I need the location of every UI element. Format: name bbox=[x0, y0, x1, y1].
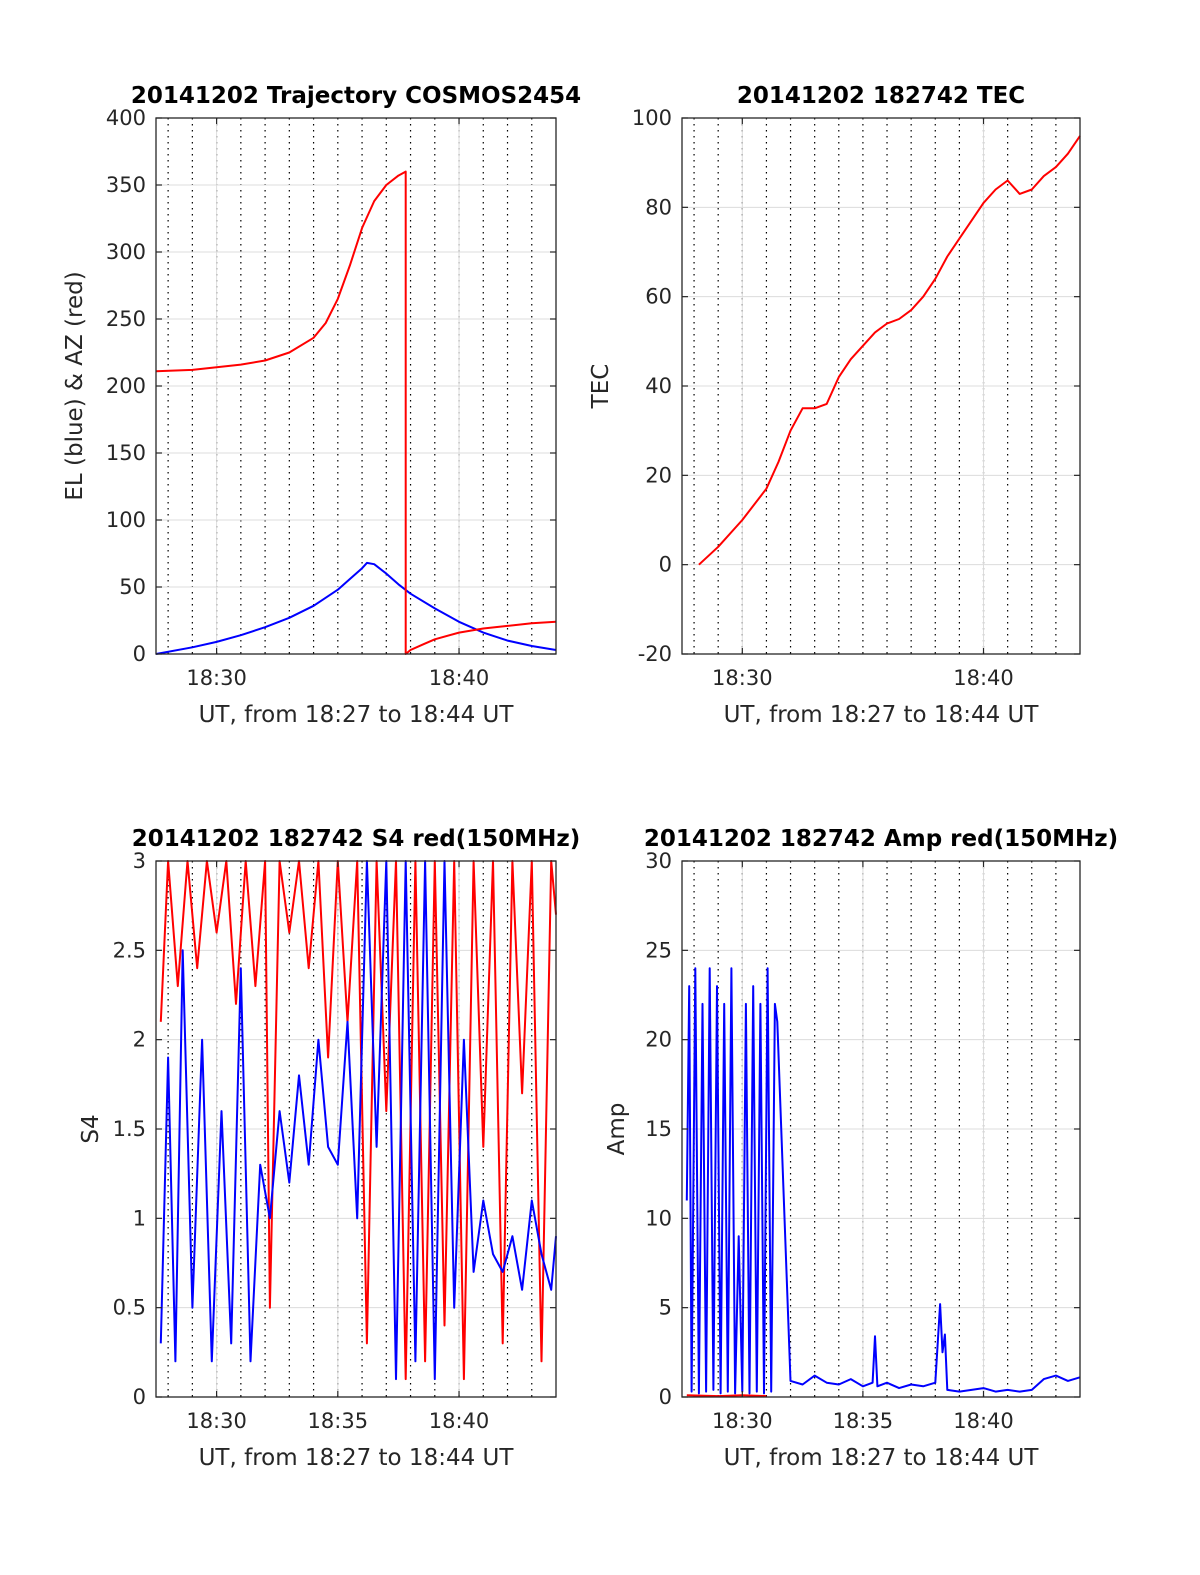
y-tick-label: 2 bbox=[133, 1028, 146, 1052]
tec-series bbox=[698, 135, 1081, 566]
y-tick-label: 3 bbox=[133, 849, 146, 873]
trajectory-panel: 0 50 100 150 200 250 300 350 400 18:30 18:40 20141… bbox=[62, 83, 581, 728]
s4-ticks: 0 0.5 1 1.5 2 2.5 3 18:30 18:35 18:40 bbox=[113, 849, 556, 1433]
x-tick-label: 18:35 bbox=[308, 1409, 369, 1433]
s4-xlabel: UT, from 18:27 to 18:44 UT bbox=[199, 1445, 515, 1471]
y-tick-label: 20 bbox=[645, 1028, 672, 1052]
x-tick-label: 18:30 bbox=[712, 1409, 773, 1433]
y-tick-label: 60 bbox=[645, 285, 672, 309]
amp-ticks: 0 5 10 15 20 25 30 18:30 18:35 18:40 bbox=[645, 849, 1080, 1433]
y-tick-label: 15 bbox=[645, 1117, 672, 1141]
y-tick-label: 350 bbox=[106, 173, 146, 197]
y-tick-label: 0 bbox=[659, 1385, 672, 1409]
tec-xlabel: UT, from 18:27 to 18:44 UT bbox=[724, 702, 1040, 728]
trajectory-title: 20141202 Trajectory COSMOS2454 bbox=[131, 83, 581, 109]
y-tick-label: 80 bbox=[645, 195, 672, 219]
trajectory-series bbox=[155, 170, 557, 655]
tec-ticks: -20 0 20 40 60 80 100 18:30 18:40 bbox=[632, 106, 1080, 690]
x-tick-label: 18:35 bbox=[833, 1409, 894, 1433]
y-tick-label: 0 bbox=[659, 553, 672, 577]
y-tick-label: 1 bbox=[133, 1206, 146, 1230]
y-tick-label: 400 bbox=[106, 106, 146, 130]
trajectory-ylabel: EL (blue) & AZ (red) bbox=[62, 271, 88, 500]
s4-title: 20141202 182742 S4 red(150MHz) bbox=[132, 826, 581, 852]
s4-ylabel: S4 bbox=[78, 1114, 104, 1143]
amp-title: 20141202 182742 Amp red(150MHz) bbox=[644, 826, 1118, 852]
tec-title: 20141202 182742 TEC bbox=[737, 83, 1025, 109]
x-tick-label: 18:30 bbox=[186, 1409, 247, 1433]
trajectory-xlabel: UT, from 18:27 to 18:44 UT bbox=[199, 702, 515, 728]
y-tick-label: 100 bbox=[106, 508, 146, 532]
x-tick-label: 18:40 bbox=[429, 1409, 490, 1433]
amp-xlabel: UT, from 18:27 to 18:44 UT bbox=[724, 1445, 1040, 1471]
amp-ylabel: Amp bbox=[604, 1103, 630, 1156]
amp-series bbox=[685, 967, 1081, 1398]
y-tick-label: 150 bbox=[106, 441, 146, 465]
y-tick-label: 0 bbox=[133, 1385, 146, 1409]
tec-ylabel: TEC bbox=[588, 364, 614, 410]
amp-panel: 0 5 10 15 20 25 30 18:30 18:35 18:40 20141202 182… bbox=[604, 826, 1118, 1471]
y-tick-label: 2.5 bbox=[113, 938, 146, 962]
y-tick-label: 0.5 bbox=[113, 1296, 146, 1320]
y-tick-label: 5 bbox=[659, 1296, 672, 1320]
x-tick-label: 18:40 bbox=[429, 666, 490, 690]
tec-panel: -20 0 20 40 60 80 100 18:30 18:40 20141202 18274… bbox=[588, 83, 1081, 728]
x-tick-label: 18:30 bbox=[712, 666, 773, 690]
y-tick-label: 40 bbox=[645, 374, 672, 398]
y-tick-label: 1.5 bbox=[113, 1117, 146, 1141]
y-tick-label: 250 bbox=[106, 307, 146, 331]
y-tick-label: 200 bbox=[106, 374, 146, 398]
y-tick-label: 50 bbox=[119, 575, 146, 599]
y-tick-label: 100 bbox=[632, 106, 672, 130]
y-tick-label: 20 bbox=[645, 463, 672, 487]
series-line-amp-red bbox=[686, 1394, 767, 1398]
x-tick-label: 18:40 bbox=[953, 666, 1014, 690]
series-line-s4-blue bbox=[159, 860, 557, 1381]
series-line-amp-blue bbox=[685, 967, 1081, 1395]
trajectory-ticks: 0 50 100 150 200 250 300 350 400 18:30 18:40 bbox=[106, 106, 556, 690]
y-tick-label: 30 bbox=[645, 849, 672, 873]
series-line-tec bbox=[698, 135, 1081, 566]
series-line-az bbox=[155, 170, 557, 655]
y-tick-label: 10 bbox=[645, 1206, 672, 1230]
y-tick-label: 25 bbox=[645, 938, 672, 962]
y-tick-label: 300 bbox=[106, 240, 146, 264]
s4-panel: 0 0.5 1 1.5 2 2.5 3 18:30 18:35 18:40 20141202 18… bbox=[78, 826, 580, 1471]
x-tick-label: 18:30 bbox=[186, 666, 247, 690]
y-tick-label: 0 bbox=[133, 642, 146, 666]
x-tick-label: 18:40 bbox=[953, 1409, 1014, 1433]
y-tick-label: -20 bbox=[638, 642, 672, 666]
